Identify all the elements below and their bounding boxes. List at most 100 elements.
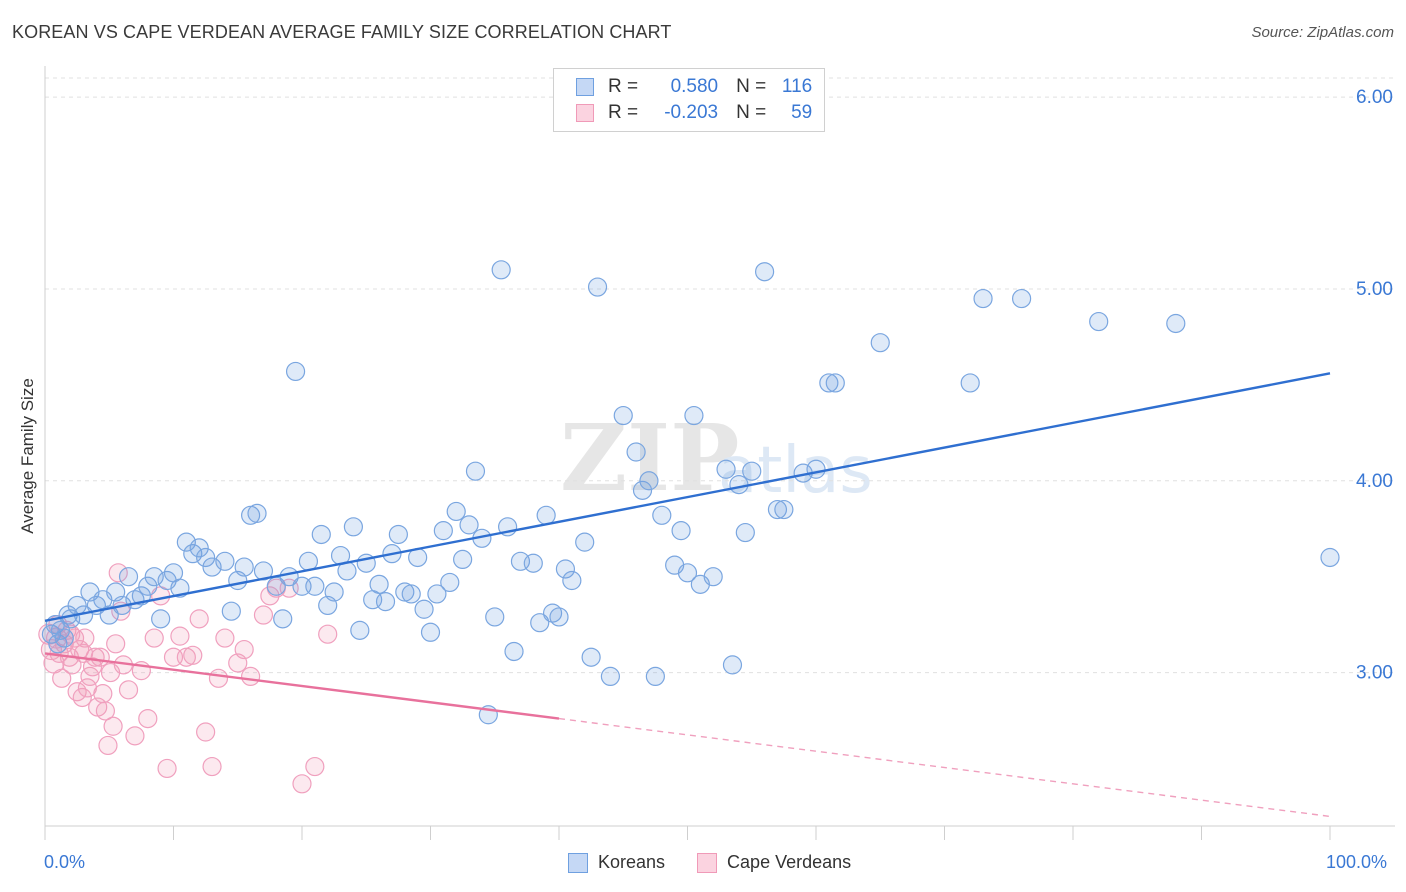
point-koreans	[401, 584, 421, 604]
point-cape-verdeans	[157, 758, 177, 779]
point-koreans	[54, 628, 74, 648]
legend-swatch-cape-verdeans	[576, 104, 594, 122]
point-koreans	[729, 475, 749, 495]
point-koreans	[555, 559, 576, 579]
y-tick-label: 3.00	[1356, 663, 1393, 684]
point-cape-verdeans	[106, 634, 126, 654]
point-koreans	[144, 567, 164, 587]
series-legend-cape-verdeans: Cape Verdeans	[697, 852, 851, 873]
axes	[44, 66, 1395, 840]
point-koreans	[414, 599, 434, 619]
point-cape-verdeans	[118, 680, 139, 700]
point-koreans	[587, 277, 608, 297]
series-swatch-cape-verdeans	[697, 852, 718, 873]
point-cape-verdeans	[93, 684, 113, 704]
point-koreans	[491, 260, 511, 280]
point-cape-verdeans	[202, 756, 222, 777]
point-cape-verdeans	[95, 701, 115, 721]
point-koreans	[639, 471, 659, 491]
point-koreans	[247, 503, 267, 523]
series-legend: Koreans Cape Verdeans	[568, 852, 883, 873]
point-koreans	[536, 505, 556, 525]
point-cape-verdeans	[103, 716, 123, 736]
trend-line-cape-verdeans-projection	[558, 717, 1331, 818]
point-koreans	[118, 567, 139, 587]
point-koreans	[645, 666, 665, 687]
point-koreans	[671, 521, 691, 541]
legend-r-value: -0.203	[664, 102, 719, 123]
point-cape-verdeans	[108, 563, 128, 583]
point-koreans	[626, 442, 646, 462]
point-koreans	[459, 515, 479, 535]
series-swatch-koreans	[568, 852, 588, 873]
point-koreans	[465, 461, 486, 481]
point-cape-verdeans	[208, 668, 229, 688]
x-min-label: 0.0%	[44, 852, 86, 872]
point-koreans	[485, 607, 505, 627]
point-cape-verdeans	[98, 735, 118, 756]
point-koreans	[819, 373, 839, 393]
y-tick-labels: 3.00 4.00 5.00 6.00	[1356, 87, 1393, 683]
legend-r-value: 0.580	[670, 76, 719, 97]
point-koreans	[170, 578, 190, 598]
point-koreans	[774, 499, 794, 520]
y-tick-label: 4.00	[1356, 471, 1393, 492]
point-cape-verdeans	[253, 605, 274, 625]
point-cape-verdeans	[138, 708, 158, 729]
point-koreans	[215, 551, 235, 571]
point-koreans	[285, 361, 306, 382]
point-koreans	[305, 576, 325, 596]
point-koreans	[298, 551, 319, 571]
point-koreans	[446, 501, 466, 522]
point-koreans	[350, 620, 370, 640]
point-koreans	[151, 609, 171, 629]
point-koreans	[273, 609, 293, 629]
point-koreans	[138, 576, 158, 596]
point-koreans	[1011, 288, 1032, 309]
y-tick-label: 5.00	[1356, 279, 1393, 300]
point-koreans	[960, 373, 980, 393]
point-koreans	[440, 572, 460, 593]
series-label-cape-verdeans: Cape Verdeans	[727, 852, 852, 872]
point-koreans	[1320, 547, 1340, 568]
trend-lines	[44, 372, 1331, 818]
data-points	[38, 260, 1340, 794]
point-cape-verdeans	[318, 624, 338, 644]
point-cape-verdeans	[241, 666, 261, 687]
source-label: Source: ZipAtlas.com	[1251, 24, 1394, 41]
trend-line-cape-verdeans	[44, 652, 560, 720]
legend-n-value: 59	[791, 102, 813, 123]
point-koreans	[581, 647, 601, 667]
point-koreans	[562, 570, 582, 591]
x-max-label: 100.0%	[1326, 852, 1388, 872]
chart-title: KOREAN VS CAPE VERDEAN AVERAGE FAMILY SI…	[12, 22, 672, 42]
point-koreans	[1166, 313, 1186, 334]
point-koreans	[806, 459, 826, 479]
point-cape-verdeans	[305, 756, 325, 777]
point-cape-verdeans	[170, 626, 190, 646]
legend-n-value: 116	[781, 76, 813, 97]
point-koreans	[549, 607, 569, 627]
point-koreans	[427, 584, 447, 604]
point-koreans	[716, 459, 736, 479]
point-koreans	[703, 567, 723, 587]
legend-row-cape-verdeans: R = -0.203 N = 59	[576, 101, 812, 125]
point-koreans	[677, 563, 698, 583]
point-cape-verdeans	[67, 682, 87, 702]
point-koreans	[722, 655, 743, 675]
point-koreans	[870, 333, 890, 353]
point-cape-verdeans	[125, 726, 145, 746]
point-cape-verdeans	[183, 645, 203, 665]
point-koreans	[99, 605, 119, 625]
point-koreans	[1089, 311, 1109, 332]
point-koreans	[632, 480, 653, 500]
point-koreans	[684, 405, 704, 426]
point-koreans	[433, 521, 453, 541]
point-cape-verdeans	[90, 647, 110, 667]
point-koreans	[196, 547, 216, 568]
y-tick-label: 6.00	[1356, 87, 1393, 108]
legend-n-label: N =	[736, 102, 767, 123]
y-axis-title: Average Family Size	[18, 378, 37, 534]
point-koreans	[504, 641, 524, 662]
